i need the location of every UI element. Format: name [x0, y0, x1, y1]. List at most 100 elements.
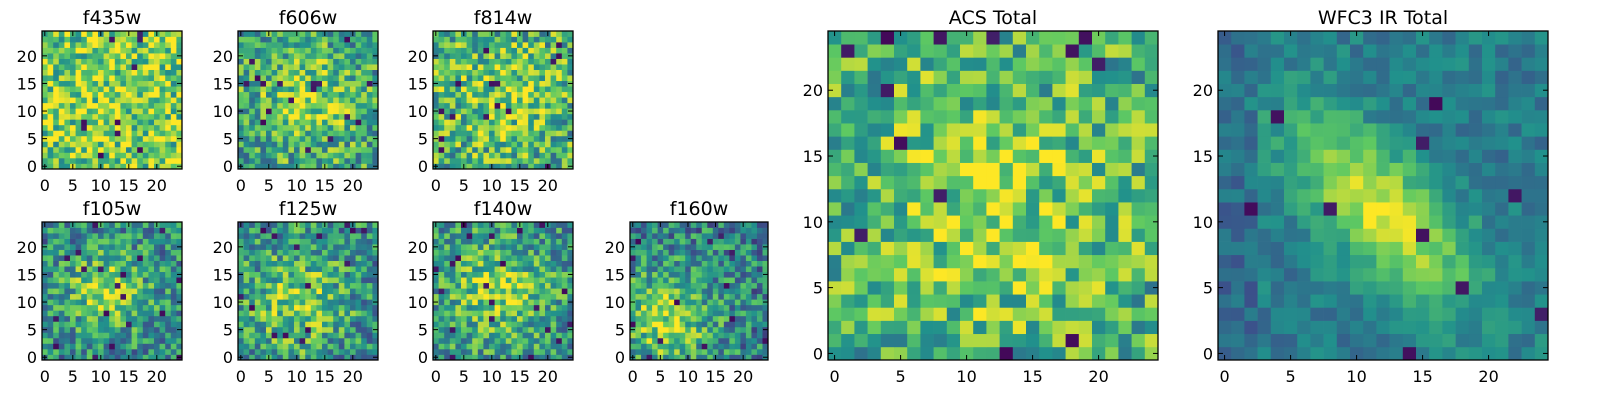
- heatmap-cell: [305, 146, 312, 153]
- heatmap-cell: [159, 31, 166, 37]
- heatmap-cell: [505, 119, 512, 126]
- heatmap-cell: [663, 315, 669, 322]
- heatmap-cell: [444, 102, 451, 109]
- heatmap-cell: [533, 97, 540, 104]
- heatmap-cell: [701, 304, 708, 311]
- heatmap-cell: [70, 277, 76, 284]
- heatmap-cell: [449, 146, 456, 153]
- heatmap-cell: [350, 293, 356, 300]
- heatmap-cell: [438, 315, 445, 322]
- heatmap-cell: [545, 343, 551, 350]
- heatmap-cell: [58, 293, 65, 300]
- heatmap-cell: [646, 277, 653, 284]
- heatmap-cell: [561, 97, 568, 104]
- heatmap-cell: [277, 80, 284, 87]
- y-tick-label: 0: [418, 157, 428, 176]
- heatmap-cell: [685, 343, 692, 350]
- heatmap-cell: [489, 343, 495, 350]
- heatmap-cell: [42, 36, 48, 43]
- heatmap-cell: [58, 238, 65, 245]
- heatmap-cell: [154, 293, 160, 300]
- heatmap-cell: [316, 53, 323, 59]
- heatmap-cell: [533, 343, 540, 350]
- heatmap-cell: [271, 31, 278, 37]
- heatmap-cell: [98, 271, 104, 278]
- heatmap-cell: [550, 86, 557, 93]
- heatmap-cell: [762, 266, 769, 273]
- heatmap-cell: [131, 238, 138, 245]
- heatmap-cell: [556, 321, 563, 328]
- heatmap-cell: [635, 222, 642, 228]
- heatmap-cell: [165, 119, 172, 126]
- heatmap-cell: [449, 69, 456, 76]
- heatmap-cell: [657, 260, 664, 267]
- heatmap-cell: [344, 315, 351, 322]
- heatmap-cell: [472, 113, 479, 120]
- heatmap-cell: [92, 337, 99, 344]
- heatmap-cell: [271, 64, 278, 70]
- heatmap-cell: [238, 91, 244, 98]
- heatmap-cell: [148, 282, 155, 289]
- heatmap-cell: [299, 97, 306, 104]
- heatmap-cell: [483, 266, 490, 273]
- heatmap-cell: [517, 102, 523, 109]
- heatmap-cell: [109, 249, 116, 256]
- heatmap-cell: [120, 315, 127, 322]
- x-tick-label: 0: [628, 367, 638, 386]
- heatmap-cell: [561, 277, 568, 284]
- heatmap-cell: [266, 315, 272, 322]
- heatmap-cell: [1105, 162, 1119, 177]
- x-tick-label: 10: [287, 367, 307, 386]
- heatmap-cell: [734, 354, 741, 361]
- heatmap-cell: [338, 310, 345, 317]
- heatmap-cell: [438, 146, 445, 153]
- heatmap-cell: [505, 146, 512, 153]
- heatmap-cell: [310, 282, 317, 289]
- heatmap-cell: [438, 222, 445, 228]
- heatmap-cell: [745, 348, 752, 355]
- heatmap-cell: [517, 326, 523, 333]
- heatmap-cell: [361, 310, 368, 317]
- heatmap-cell: [361, 299, 368, 306]
- heatmap-cell: [327, 304, 334, 311]
- heatmap-cell: [114, 47, 121, 54]
- y-tick-label: 15: [408, 74, 428, 93]
- heatmap-cell: [299, 244, 306, 250]
- heatmap-cell: [449, 119, 456, 126]
- heatmap-cell: [449, 124, 456, 131]
- heatmap-cell: [477, 53, 484, 59]
- heatmap-cell: [98, 321, 104, 328]
- heatmap-cell: [47, 135, 54, 142]
- heatmap-cell: [461, 304, 467, 311]
- heatmap-cell: [176, 47, 183, 54]
- heatmap-cell: [159, 42, 166, 48]
- heatmap-cell: [449, 163, 456, 170]
- heatmap-cell: [712, 321, 719, 328]
- heatmap-cell: [668, 293, 675, 300]
- heatmap-cell: [81, 222, 88, 228]
- y-tick-label: 10: [213, 102, 233, 121]
- heatmap-cell: [745, 271, 752, 278]
- heatmap-cell: [920, 149, 934, 163]
- heatmap-cell: [528, 152, 535, 159]
- heatmap-cell: [165, 260, 172, 267]
- heatmap-cell: [556, 288, 563, 295]
- heatmap-cell: [294, 119, 300, 126]
- heatmap-cell: [449, 135, 456, 142]
- heatmap-cell: [277, 108, 284, 115]
- heatmap-cell: [114, 277, 121, 284]
- heatmap-cell: [282, 315, 289, 322]
- heatmap-cell: [438, 163, 445, 170]
- heatmap-cell: [176, 238, 183, 245]
- heatmap-cell: [973, 254, 987, 269]
- heatmap-cell: [288, 354, 295, 361]
- heatmap-cell: [254, 31, 261, 37]
- heatmap-cell: [260, 86, 267, 93]
- heatmap-cell: [176, 343, 183, 350]
- heatmap-cell: [327, 58, 334, 65]
- heatmap-cell: [556, 119, 563, 126]
- heatmap-cell: [64, 75, 71, 82]
- heatmap-cell: [718, 260, 725, 267]
- heatmap-cell: [517, 238, 523, 245]
- heatmap-cell: [327, 146, 334, 153]
